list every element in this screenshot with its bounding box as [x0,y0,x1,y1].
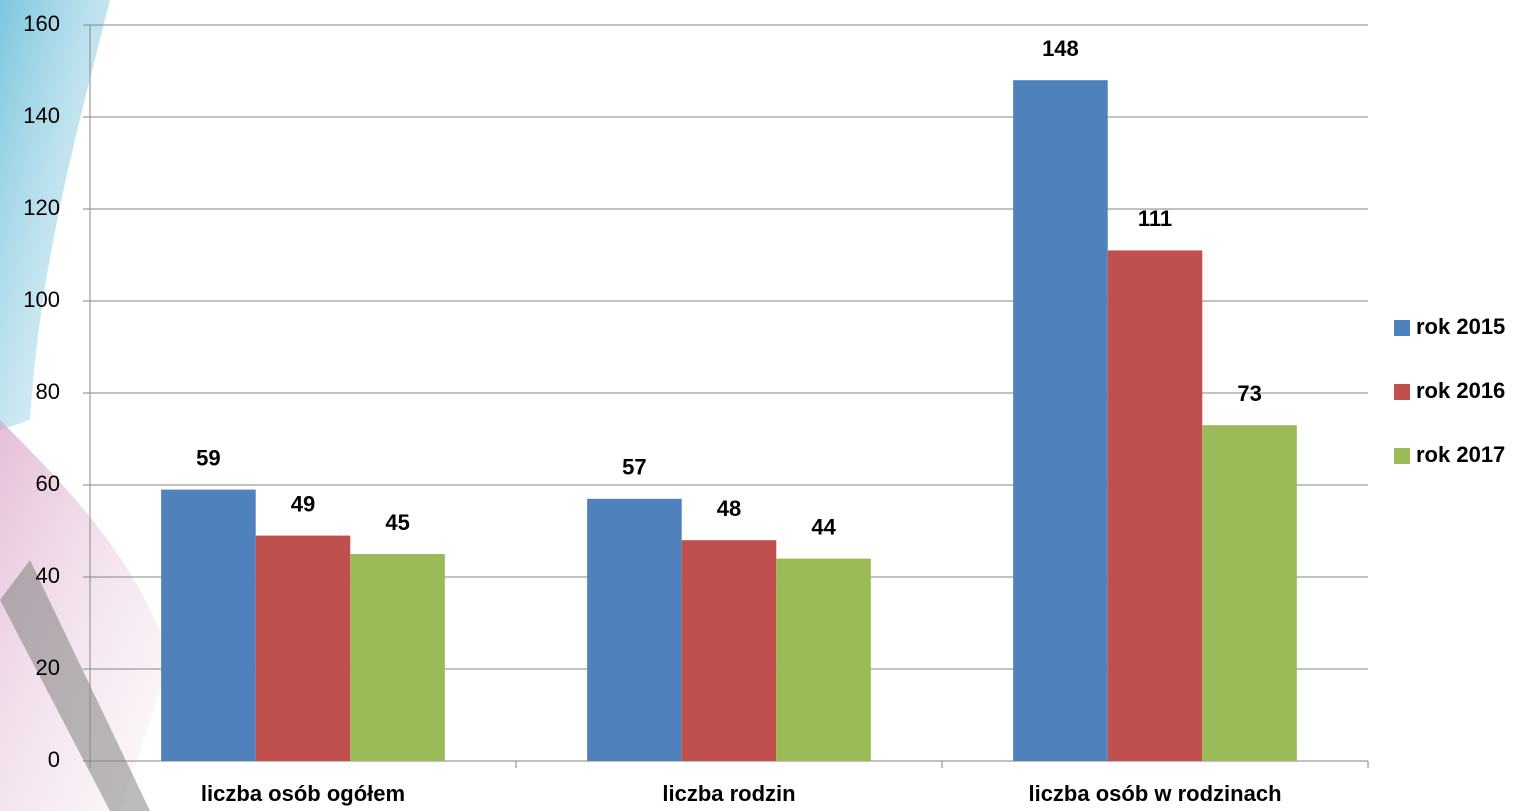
data-label: 148 [1042,36,1079,61]
bar [681,540,777,761]
y-tick-label: 40 [36,563,60,588]
bar [161,489,256,761]
bar [350,554,445,761]
y-tick-label: 20 [36,655,60,680]
bar [1202,425,1297,761]
x-tick-label: liczba rodzin [662,781,795,806]
y-tick-label: 140 [23,103,60,128]
bar [255,535,351,761]
y-tick-label: 80 [36,379,60,404]
bar [1107,250,1203,761]
bar [587,498,682,761]
y-tick-label: 60 [36,471,60,496]
decoration [0,560,150,811]
decoration [0,0,110,430]
legend-label: rok 2017 [1416,442,1505,467]
y-tick-label: 0 [48,747,60,772]
y-tick-label: 100 [23,287,60,312]
data-label: 44 [811,514,836,539]
legend-swatch [1394,448,1410,464]
x-tick-label: liczba osób w rodzinach [1028,781,1281,806]
data-label: 73 [1237,381,1261,406]
y-tick-label: 160 [23,11,60,36]
bar [1013,80,1108,761]
data-label: 49 [291,491,315,516]
y-tick-label: 120 [23,195,60,220]
legend-label: rok 2016 [1416,378,1505,403]
data-label: 111 [1138,206,1172,231]
decoration [0,420,170,811]
data-label: 48 [717,496,741,521]
data-label: 45 [385,510,409,535]
legend-label: rok 2015 [1416,314,1505,339]
data-label: 57 [622,455,646,480]
legend-swatch [1394,384,1410,400]
bar [776,558,871,761]
legend-swatch [1394,320,1410,336]
x-tick-label: liczba osób ogółem [201,781,405,806]
data-label: 59 [196,445,220,470]
